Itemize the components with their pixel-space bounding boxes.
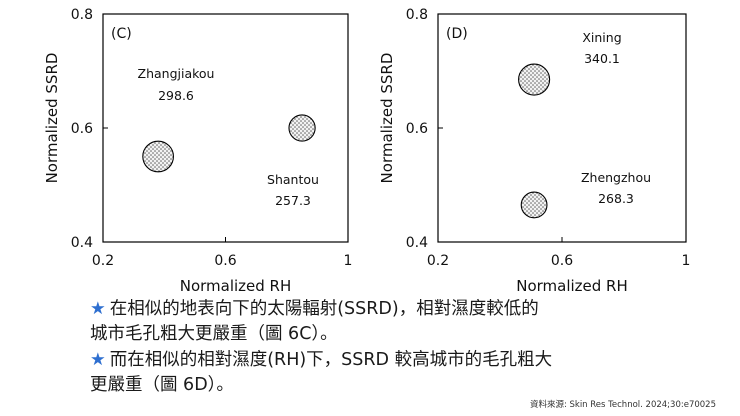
- x-tick-label: 0.2: [427, 253, 449, 269]
- note-rh-line1: ★ 而在相似的相對濕度(RH)下，SSRD 較高城市的毛孔粗大: [90, 348, 552, 373]
- bubble-zhengzhou: [520, 191, 548, 219]
- note-rh-text: 而在相似的相對濕度(RH)下，SSRD 較高城市的毛孔粗大: [109, 350, 553, 370]
- bubble-zhangjiakou: [142, 140, 174, 173]
- x-tick-label: 1: [344, 253, 353, 269]
- y-tick-label: 0.8: [71, 7, 93, 23]
- note-ssrd-text: 在相似的地表向下的太陽輻射(SSRD)，相對濕度較低的: [109, 299, 539, 319]
- y-tick-label: 0.8: [406, 7, 428, 23]
- charts-figure: (C) 0.2 0.6 1 0.4 0.6 0.8 Normalized RH Normaliz…: [43, 7, 690, 295]
- x-tick-label: 1: [682, 253, 691, 269]
- panel-label: (C): [111, 26, 132, 42]
- chart-panel-c: (C) 0.2 0.6 1 0.4 0.6 0.8 Normalized RH Normaliz…: [43, 7, 352, 295]
- y-tick-label: 0.4: [71, 235, 93, 251]
- chart-panel-d: (D) 0.2 0.6 1 0.4 0.6 0.8 Normalized RH Normaliz…: [378, 7, 690, 295]
- note-ssrd-line1: ★ 在相似的地表向下的太陽輻射(SSRD)，相對濕度較低的: [90, 297, 539, 322]
- note-rh-line2: 更嚴重（圖 6D）。: [90, 375, 234, 395]
- plot-frame: [437, 13, 687, 243]
- x-tick-label: 0.2: [92, 253, 114, 269]
- x-axis-title: Normalized RH: [516, 277, 628, 295]
- y-tick-label: 0.4: [406, 235, 428, 251]
- bubble-city-label: Xining: [582, 30, 621, 45]
- bubble-value-label: 257.3: [275, 193, 311, 208]
- bubble-city-label: Shantou: [267, 172, 319, 187]
- note-ssrd: ★ 在相似的地表向下的太陽輻射(SSRD)，相對濕度較低的 城市毛孔粗大更嚴重（圖…: [90, 297, 539, 347]
- bubble-city-label: Zhengzhou: [581, 170, 651, 185]
- bubble-value-label: 268.3: [598, 191, 634, 206]
- y-tick-label: 0.6: [71, 121, 93, 137]
- y-tick-label: 0.6: [406, 121, 428, 137]
- panel-label: (D): [446, 26, 468, 42]
- star-icon: ★: [90, 299, 106, 319]
- note-rh: ★ 而在相似的相對濕度(RH)下，SSRD 較高城市的毛孔粗大 更嚴重（圖 6D）…: [90, 348, 552, 398]
- x-axis-title: Normalized RH: [180, 277, 292, 295]
- x-tick-label: 0.6: [551, 253, 573, 269]
- y-axis-title: Normalized SSRD: [43, 53, 61, 184]
- note-ssrd-line2: 城市毛孔粗大更嚴重（圖 6C）。: [90, 324, 338, 344]
- x-tick-label: 0.6: [214, 253, 236, 269]
- source-citation: 資料來源: Skin Res Technol. 2024;30:e70025: [529, 400, 716, 410]
- bubble-value-label: 298.6: [158, 88, 194, 103]
- y-axis-title: Normalized SSRD: [378, 53, 396, 184]
- bubble-shantou: [288, 114, 316, 142]
- bubble-city-label: Zhangjiakou: [138, 66, 215, 81]
- bubble-xining: [518, 63, 551, 96]
- bubble-value-label: 340.1: [584, 51, 620, 66]
- star-icon: ★: [90, 350, 106, 370]
